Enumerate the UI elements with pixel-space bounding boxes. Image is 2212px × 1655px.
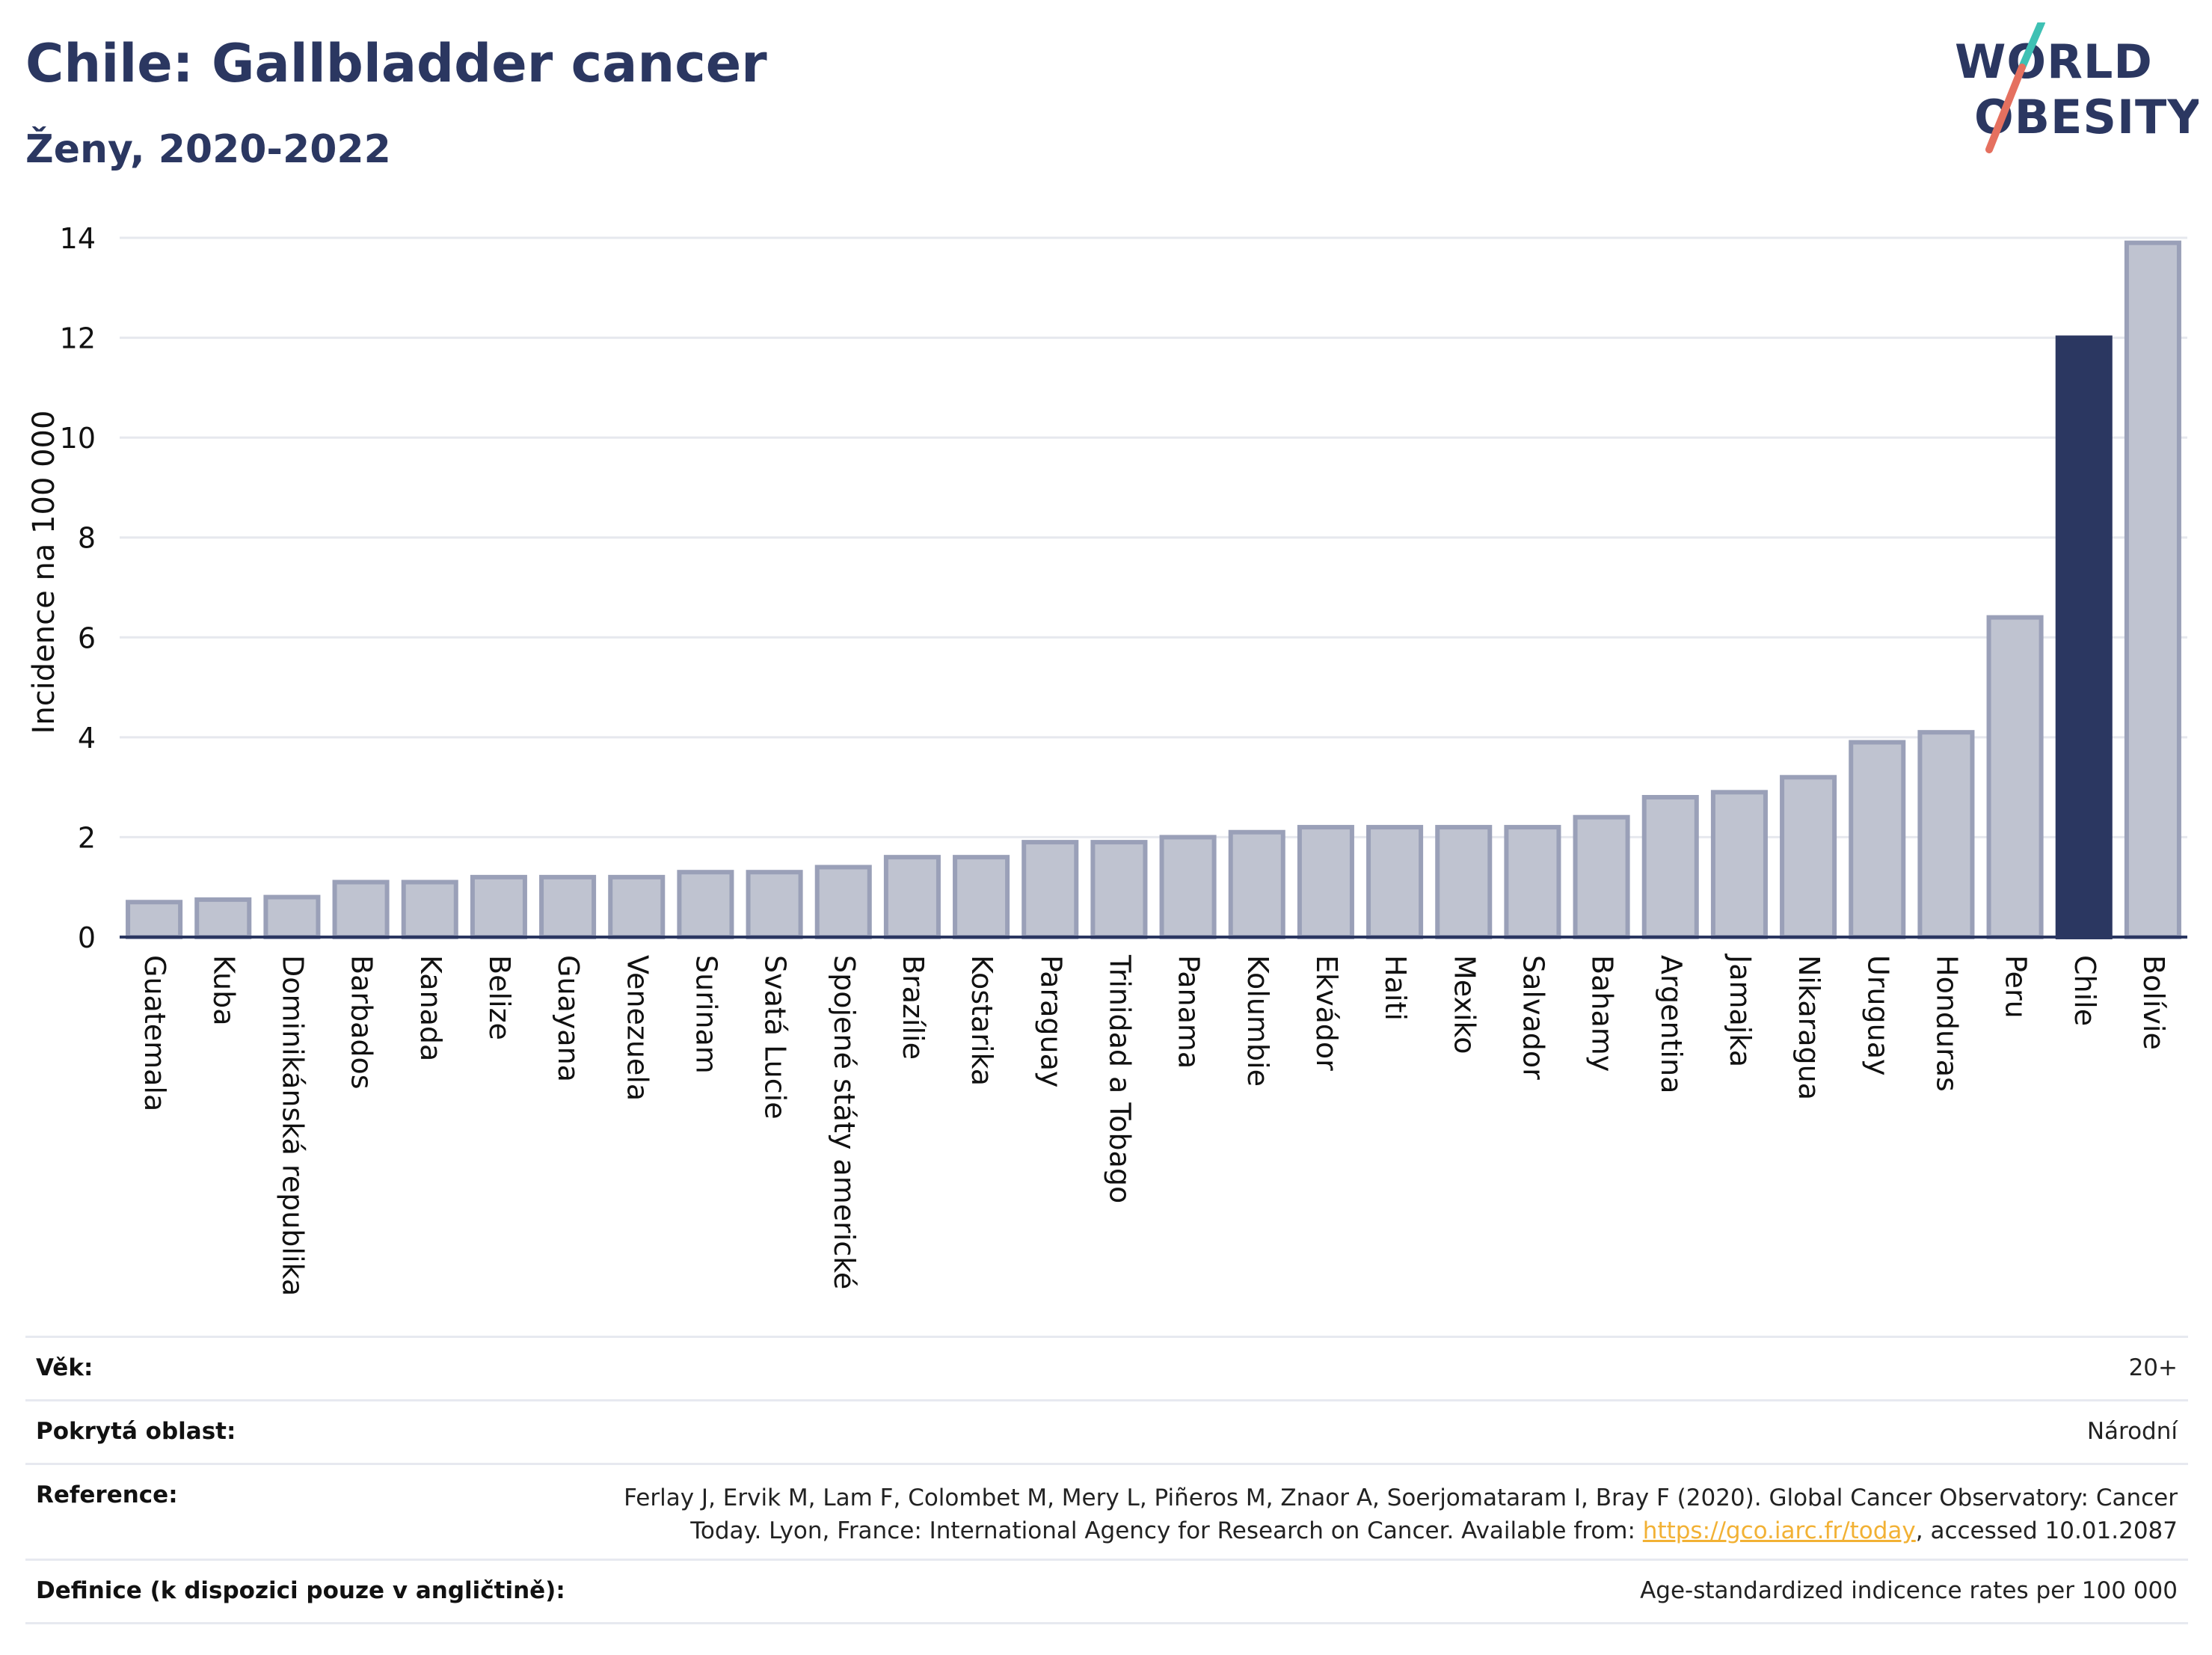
bar-kuba <box>194 897 252 940</box>
bar-uruguay <box>1849 740 1906 939</box>
y-tick-label: 0 <box>78 921 96 954</box>
x-tick-label: Honduras <box>1930 955 1963 1092</box>
gridlines <box>120 236 2187 838</box>
y-tick-label: 2 <box>78 821 96 854</box>
bars <box>126 240 2181 940</box>
bar-mexiko <box>1435 825 1493 939</box>
reference-text: Ferlay J, Ervik M, Lam F, Colombet M, Me… <box>624 1484 2178 1544</box>
bar-peru <box>1986 615 2044 939</box>
x-tick-label: Dominikánská republika <box>276 955 309 1296</box>
tick-labels: 0 2 4 6 8 10 12 14 Guatemala Kuba Dominikánská rep… <box>60 222 2170 1296</box>
footer-value: Národní <box>2086 1418 2178 1445</box>
x-tick-label: Panama <box>1173 955 1205 1069</box>
bar-jamajka <box>1710 790 1768 939</box>
svg-text:WORLD: WORLD <box>1955 34 2153 89</box>
y-tick-label: 8 <box>78 522 96 555</box>
x-tick-label: Bahamy <box>1586 955 1619 1072</box>
bar-kostarika <box>953 855 1010 939</box>
bar-bahamy <box>1573 814 1630 939</box>
bar-brazílie <box>883 855 941 939</box>
x-tick-label: Barbados <box>345 955 378 1090</box>
page-title: Chile: Gallbladder cancer <box>25 33 767 94</box>
x-tick-label: Nikaragua <box>1792 955 1825 1100</box>
info-table: Věk: 20+ Pokrytá oblast: Národní Referen… <box>25 1336 2188 1624</box>
bar-svatá-lucie <box>746 870 803 940</box>
x-tick-label: Spojené státy americké <box>828 955 861 1289</box>
x-tick-label: Peru <box>2000 955 2033 1019</box>
bar-guayana <box>539 874 597 940</box>
x-tick-label: Brazílie <box>897 955 930 1060</box>
x-tick-label: Argentina <box>1655 955 1688 1093</box>
bar-spojené-státy-americké <box>814 865 872 939</box>
x-tick-label: Kanada <box>414 955 447 1061</box>
bar-kanada <box>401 879 458 940</box>
y-tick-label: 4 <box>78 722 96 755</box>
x-tick-label: Belize <box>483 955 516 1040</box>
reference-link[interactable]: https://gco.iarc.fr/today <box>1642 1517 1916 1544</box>
y-tick-label: 6 <box>78 621 96 654</box>
x-tick-label: Haiti <box>1379 955 1412 1021</box>
page-subtitle: Ženy, 2020-2022 <box>25 127 391 172</box>
bar-barbados <box>332 879 390 940</box>
bar-salvador <box>1504 825 1561 939</box>
x-tick-label: Paraguay <box>1034 955 1067 1087</box>
x-tick-label: Kostarika <box>965 955 998 1086</box>
footer-label: Pokrytá oblast: <box>36 1418 236 1445</box>
bar-kolumbie <box>1228 829 1285 939</box>
bar-argentina <box>1641 795 1699 939</box>
bar-trinidad-a-tobago <box>1090 840 1148 940</box>
bar-haiti <box>1366 825 1424 939</box>
bar-guatemala <box>126 900 183 939</box>
x-tick-label: Venezuela <box>621 955 654 1101</box>
x-tick-label: Surinam <box>689 955 722 1074</box>
x-tick-label: Salvador <box>1517 955 1549 1080</box>
x-tick-label: Mexiko <box>1448 955 1481 1054</box>
footer-value: Age-standardized indicence rates per 100… <box>1640 1577 2178 1604</box>
footer-label: Věk: <box>36 1354 93 1381</box>
x-tick-label: Kolumbie <box>1241 955 1274 1087</box>
y-tick-label: 14 <box>60 222 96 255</box>
x-tick-label: Jamajka <box>1724 954 1757 1067</box>
y-axis-label: Incidence na 100 000 <box>27 411 61 734</box>
bar-bolívie <box>2124 240 2181 939</box>
bar-belize <box>470 874 527 940</box>
x-tick-label: Trinidad a Tobago <box>1103 954 1136 1203</box>
x-tick-label: Chile <box>2068 955 2101 1026</box>
bar-nikaragua <box>1780 775 1837 940</box>
x-tick-label: Uruguay <box>1861 955 1894 1076</box>
y-tick-label: 10 <box>60 422 96 455</box>
footer-label: Definice (k dispozici pouze v angličtině… <box>36 1577 565 1604</box>
footer-value: 20+ <box>2128 1354 2178 1381</box>
bar-paraguay <box>1021 840 1079 940</box>
footer-row-age: Věk: 20+ <box>25 1336 2188 1399</box>
bar-chart: 0 2 4 6 8 10 12 14 Guatemala Kuba Dominikánská rep… <box>27 222 2187 1296</box>
bar-chile <box>2055 335 2113 940</box>
x-tick-label: Guayana <box>552 955 585 1082</box>
footer-label: Reference: <box>36 1481 178 1508</box>
x-tick-label: Guatemala <box>138 955 171 1111</box>
x-tick-label: Bolívie <box>2137 955 2170 1050</box>
bar-panama <box>1159 835 1217 940</box>
bar-venezuela <box>608 874 666 940</box>
footer-value: Ferlay J, Ervik M, Lam F, Colombet M, Me… <box>622 1481 2178 1547</box>
footer-row-reference: Reference: Ferlay J, Ervik M, Lam F, Col… <box>25 1463 2188 1559</box>
bar-surinam <box>677 870 734 940</box>
y-tick-label: 12 <box>60 322 96 355</box>
reference-accessed: , accessed 10.01.2087 <box>1915 1517 2178 1544</box>
footer-row-coverage: Pokrytá oblast: Národní <box>25 1399 2188 1463</box>
x-tick-label: Svatá Lucie <box>759 955 792 1120</box>
bar-ekvádor <box>1297 825 1354 939</box>
x-tick-label: Ekvádor <box>1310 955 1343 1071</box>
x-tick-label: Kuba <box>207 955 240 1026</box>
bar-dominikánská-republika <box>263 894 321 939</box>
world-obesity-logo: WORLD OBESITY <box>1955 22 2199 153</box>
footer-row-definition: Definice (k dispozici pouze v angličtině… <box>25 1559 2188 1624</box>
bar-honduras <box>1917 730 1975 940</box>
